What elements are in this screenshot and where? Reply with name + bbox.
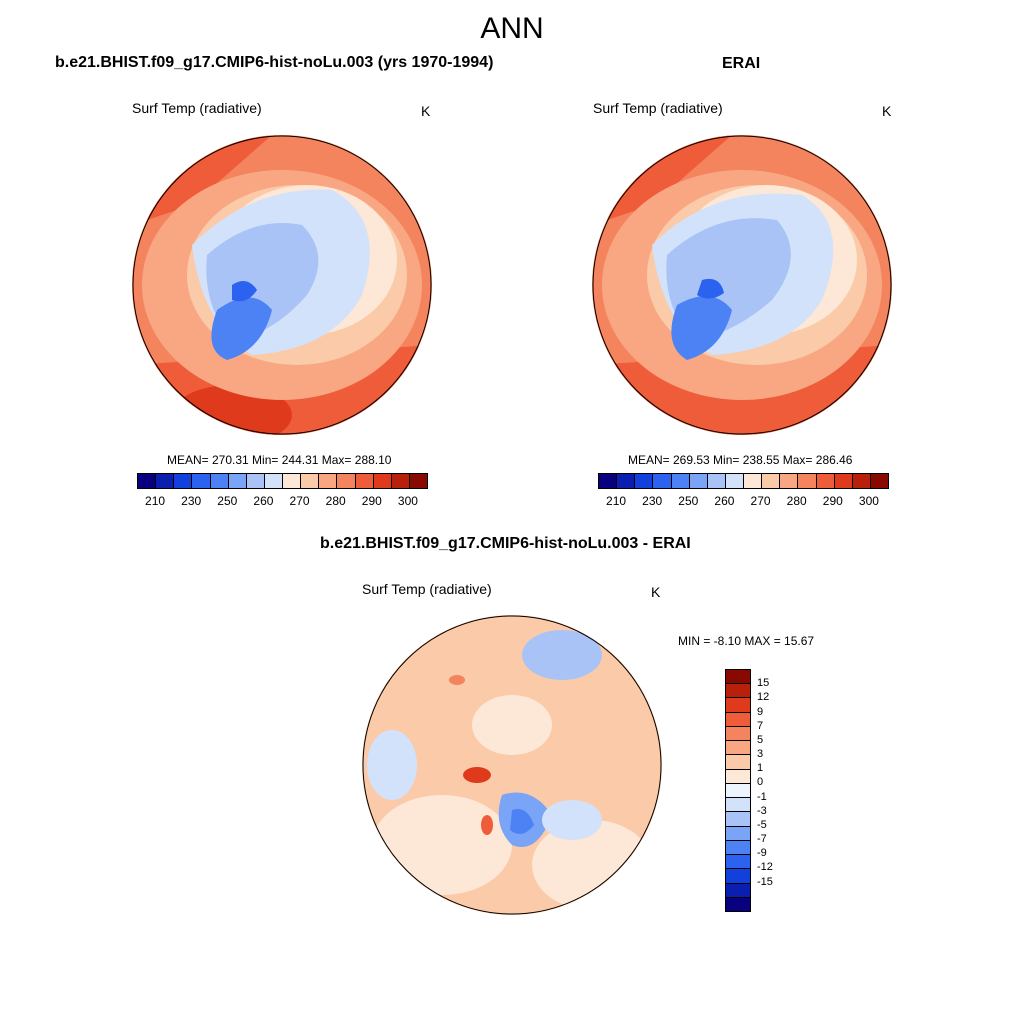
colorbar-swatch [726, 741, 750, 756]
colorbar-swatch [726, 798, 750, 813]
colorbar-tick-label: -15 [757, 875, 773, 888]
colorbar-swatch [156, 474, 175, 488]
panel-2-colorbar [598, 473, 889, 489]
colorbar-swatch [264, 474, 283, 488]
colorbar-tick-label: 260 [714, 494, 735, 508]
colorbar-swatch [726, 783, 750, 799]
colorbar-swatch [301, 474, 320, 488]
colorbar-tick-label: 260 [253, 494, 274, 508]
panel-1-title: b.e21.BHIST.f09_g17.CMIP6-hist-noLu.003 … [55, 54, 494, 71]
colorbar-tick-label: -1 [757, 790, 767, 803]
colorbar-tick-label: 3 [757, 748, 764, 761]
colorbar-tick-label: -7 [757, 833, 767, 846]
figure-title: ANN [480, 12, 544, 45]
colorbar-tick-label: 210 [145, 494, 166, 508]
colorbar-swatch [726, 684, 750, 699]
panel-2-stats: MEAN= 269.53 Min= 238.55 Max= 286.46 [628, 453, 853, 467]
colorbar-tick-label: 290 [822, 494, 843, 508]
colorbar-tick-label: 250 [678, 494, 699, 508]
colorbar-tick-label: 7 [757, 719, 764, 732]
colorbar-swatch [726, 897, 750, 911]
colorbar-tick-label: 230 [642, 494, 663, 508]
colorbar-swatch [726, 698, 750, 713]
colorbar-tick-label: 300 [858, 494, 879, 508]
colorbar-swatch [635, 474, 654, 488]
colorbar-swatch [726, 840, 750, 856]
colorbar-swatch [174, 474, 193, 488]
colorbar-swatch [210, 474, 229, 488]
colorbar-swatch [726, 826, 750, 841]
colorbar-swatch [228, 474, 247, 488]
panel-1-stats: MEAN= 270.31 Min= 244.31 Max= 288.10 [167, 453, 392, 467]
colorbar-swatch [744, 474, 763, 488]
colorbar-swatch [653, 474, 672, 488]
colorbar-tick-label: 300 [397, 494, 418, 508]
panel-3-stats: MIN = -8.10 MAX = 15.67 [678, 634, 815, 648]
panel-3-units: K [651, 584, 661, 600]
colorbar-swatch [816, 474, 835, 488]
colorbar-swatch [671, 474, 690, 488]
colorbar-swatch [798, 474, 817, 488]
colorbar-swatch [192, 474, 211, 488]
colorbar-tick-label: -9 [757, 847, 767, 860]
colorbar-swatch [726, 712, 750, 727]
colorbar-swatch [355, 474, 374, 488]
colorbar-swatch [762, 474, 781, 488]
colorbar-swatch [726, 769, 750, 784]
colorbar-tick-label: 270 [289, 494, 310, 508]
panel-2-title: ERAI [722, 55, 761, 72]
colorbar-swatch [726, 855, 750, 870]
colorbar-tick-label: 0 [757, 776, 764, 789]
panel-1-colorbar [137, 473, 428, 489]
colorbar-swatch [726, 755, 750, 770]
colorbar-swatch [707, 474, 726, 488]
colorbar-swatch [852, 474, 871, 488]
panel-3-polar-map [362, 615, 662, 915]
panel-1-variable: Surf Temp (radiative) [132, 100, 262, 116]
colorbar-swatch [726, 726, 750, 742]
panel-2-units: K [882, 103, 892, 119]
colorbar-swatch [283, 474, 302, 488]
colorbar-swatch [599, 474, 618, 488]
colorbar-swatch [617, 474, 636, 488]
colorbar-tick-label: 12 [757, 691, 770, 704]
panel-2-variable: Surf Temp (radiative) [593, 100, 723, 116]
colorbar-tick-label: 280 [786, 494, 807, 508]
panel-3-variable: Surf Temp (radiative) [362, 581, 492, 597]
colorbar-swatch [391, 474, 410, 488]
colorbar-swatch [409, 474, 427, 488]
colorbar-swatch [246, 474, 265, 488]
colorbar-tick-label: 5 [757, 733, 764, 746]
colorbar-swatch [726, 869, 750, 884]
colorbar-tick-label: 9 [757, 705, 764, 718]
colorbar-swatch [870, 474, 888, 488]
colorbar-swatch [834, 474, 853, 488]
colorbar-tick-label: 230 [181, 494, 202, 508]
colorbar-tick-label: -3 [757, 804, 767, 817]
colorbar-tick-label: -5 [757, 818, 767, 831]
colorbar-swatch [138, 474, 157, 488]
colorbar-tick-label: 1 [757, 762, 764, 775]
colorbar-swatch [726, 670, 750, 685]
colorbar-tick-label: 210 [606, 494, 627, 508]
panel-1-polar-map [132, 135, 432, 435]
colorbar-tick-label: 290 [361, 494, 382, 508]
colorbar-tick-label: 250 [217, 494, 238, 508]
colorbar-swatch [337, 474, 356, 488]
colorbar-tick-label: 280 [325, 494, 346, 508]
colorbar-swatch [726, 812, 750, 827]
colorbar-swatch [725, 474, 744, 488]
colorbar-swatch [780, 474, 799, 488]
colorbar-tick-label: 270 [750, 494, 771, 508]
colorbar-swatch [319, 474, 338, 488]
colorbar-tick-label: -12 [757, 861, 773, 874]
colorbar-swatch [726, 883, 750, 898]
panel-3-colorbar [725, 669, 751, 912]
colorbar-swatch [373, 474, 392, 488]
colorbar-tick-label: 15 [757, 677, 770, 690]
colorbar-swatch [689, 474, 708, 488]
panel-3-title: b.e21.BHIST.f09_g17.CMIP6-hist-noLu.003 … [320, 535, 691, 552]
panel-1-units: K [421, 103, 431, 119]
panel-2-polar-map [592, 135, 892, 435]
